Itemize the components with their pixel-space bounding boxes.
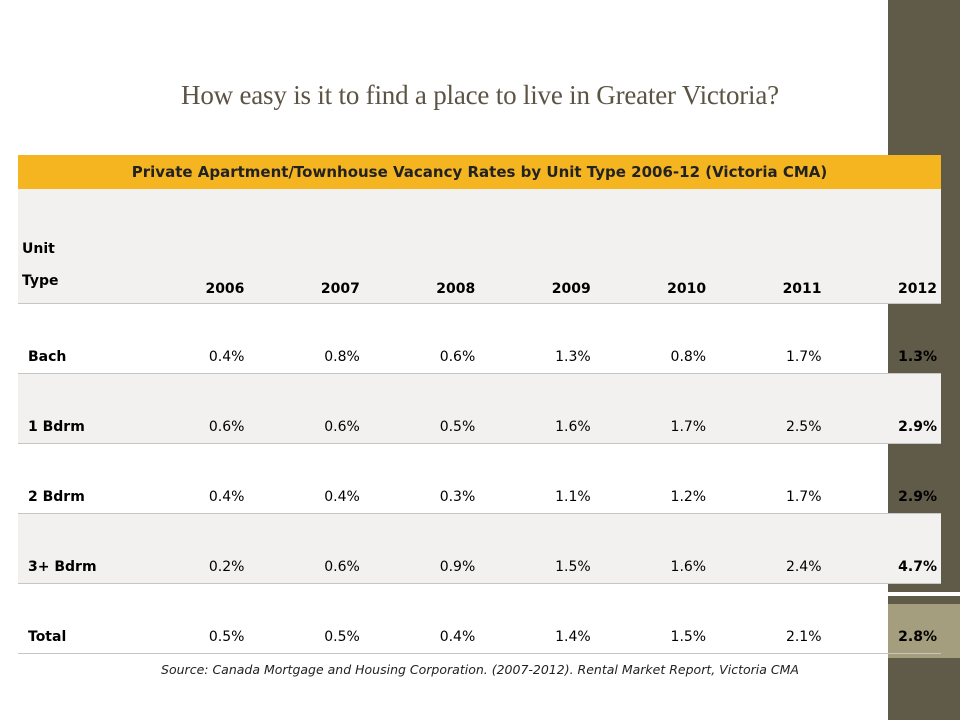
table-caption-row: Private Apartment/Townhouse Vacancy Rate… bbox=[18, 155, 941, 189]
table-cell: 0.6% bbox=[248, 373, 364, 444]
table-cell: 0.6% bbox=[133, 373, 249, 444]
row-label: 3+ Bdrm bbox=[18, 513, 133, 584]
year-header: 2008 bbox=[363, 189, 480, 304]
table-cell: 0.4% bbox=[133, 303, 249, 374]
table-cell: 0.5% bbox=[133, 583, 249, 654]
table-cell: 1.6% bbox=[594, 513, 711, 584]
row-label: Bach bbox=[18, 303, 133, 374]
vacancy-rate-table: Private Apartment/Townhouse Vacancy Rate… bbox=[18, 155, 941, 654]
year-header: 2012 bbox=[825, 189, 941, 304]
year-header: 2006 bbox=[133, 189, 249, 304]
table-cell: 2.4% bbox=[710, 513, 826, 584]
table-cell: 2.1% bbox=[710, 583, 826, 654]
table-cell: 1.6% bbox=[479, 373, 595, 444]
table-row: Bach 0.4% 0.8% 0.6% 1.3% 0.8% 1.7% 1.3% bbox=[18, 303, 941, 374]
table-cell: 0.6% bbox=[363, 303, 480, 374]
table-cell: 0.4% bbox=[363, 583, 480, 654]
table-cell: 0.4% bbox=[133, 443, 249, 514]
table-cell: 0.3% bbox=[363, 443, 480, 514]
table-cell: 0.4% bbox=[248, 443, 364, 514]
table-cell: 2.5% bbox=[710, 373, 826, 444]
table-cell: 0.5% bbox=[248, 583, 364, 654]
table-cell: 1.4% bbox=[479, 583, 595, 654]
table-row: 1 Bdrm 0.6% 0.6% 0.5% 1.6% 1.7% 2.5% 2.9… bbox=[18, 373, 941, 444]
table-cell: 1.7% bbox=[710, 303, 826, 374]
table-row: 2 Bdrm 0.4% 0.4% 0.3% 1.1% 1.2% 1.7% 2.9… bbox=[18, 443, 941, 514]
table-cell: 2.9% bbox=[825, 443, 941, 514]
year-header: 2009 bbox=[479, 189, 595, 304]
table-cell: 1.7% bbox=[710, 443, 826, 514]
table-cell: 0.8% bbox=[594, 303, 711, 374]
unit-header-line1: Unit bbox=[22, 241, 55, 257]
table-cell: 0.8% bbox=[248, 303, 364, 374]
unit-header-line2: Type bbox=[22, 273, 59, 289]
table-cell: 2.9% bbox=[825, 373, 941, 444]
unit-type-header: Unit Type bbox=[18, 189, 133, 304]
row-label: Total bbox=[18, 583, 133, 654]
column-header-row: Unit Type 2006 2007 2008 2009 2010 2011 2… bbox=[18, 189, 941, 304]
year-header: 2007 bbox=[248, 189, 364, 304]
table-cell: 1.7% bbox=[594, 373, 711, 444]
table-row: Total 0.5% 0.5% 0.4% 1.4% 1.5% 2.1% 2.8% bbox=[18, 583, 941, 654]
year-header: 2010 bbox=[594, 189, 711, 304]
table-cell: 2.8% bbox=[825, 583, 941, 654]
table-cell: 1.3% bbox=[825, 303, 941, 374]
table-caption: Private Apartment/Townhouse Vacancy Rate… bbox=[18, 155, 941, 189]
slide-title: How easy is it to find a place to live i… bbox=[181, 80, 779, 110]
row-label: 1 Bdrm bbox=[18, 373, 133, 444]
table-cell: 0.9% bbox=[363, 513, 480, 584]
table-cell: 0.6% bbox=[248, 513, 364, 584]
table-cell: 0.5% bbox=[363, 373, 480, 444]
table-cell: 0.2% bbox=[133, 513, 249, 584]
table-cell: 1.3% bbox=[479, 303, 595, 374]
row-label: 2 Bdrm bbox=[18, 443, 133, 514]
table-row: 3+ Bdrm 0.2% 0.6% 0.9% 1.5% 1.6% 2.4% 4.… bbox=[18, 513, 941, 584]
table-cell: 1.5% bbox=[479, 513, 595, 584]
source-citation: Source: Canada Mortgage and Housing Corp… bbox=[161, 662, 799, 677]
table-cell: 1.1% bbox=[479, 443, 595, 514]
year-header: 2011 bbox=[710, 189, 826, 304]
table-cell: 1.2% bbox=[594, 443, 711, 514]
table-cell: 4.7% bbox=[825, 513, 941, 584]
table-cell: 1.5% bbox=[594, 583, 711, 654]
